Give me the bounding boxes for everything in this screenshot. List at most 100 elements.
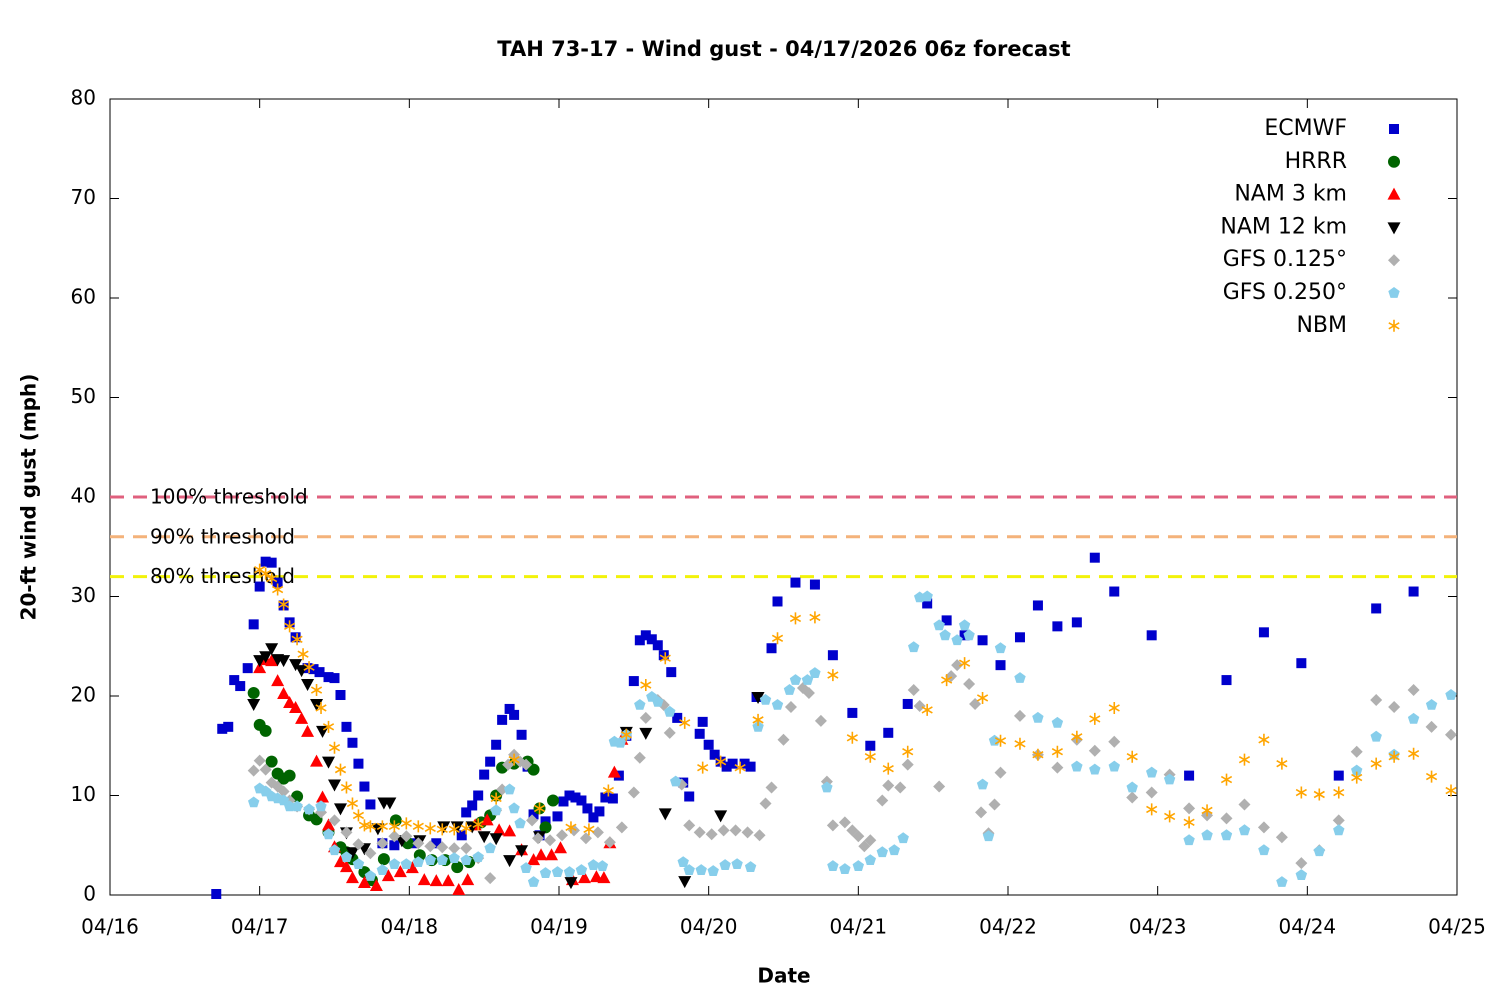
data-point (705, 828, 718, 841)
data-point (533, 802, 546, 815)
data-point (771, 632, 784, 645)
data-point (801, 674, 814, 685)
data-point (1371, 603, 1382, 614)
data-point (553, 841, 567, 854)
data-point (353, 758, 364, 769)
data-point (1108, 760, 1120, 772)
data-point (508, 753, 520, 766)
data-point (555, 829, 568, 842)
data-point (684, 791, 695, 802)
data-point (582, 803, 593, 814)
data-point (515, 845, 529, 858)
data-point (248, 796, 260, 808)
data-point (714, 810, 728, 823)
data-point (753, 829, 766, 842)
data-point (322, 818, 336, 831)
data-point (865, 740, 876, 751)
data-point (265, 643, 279, 656)
data-point (480, 813, 494, 826)
data-point (1014, 632, 1025, 643)
data-point (827, 650, 838, 661)
data-point (316, 790, 330, 803)
data-point (340, 851, 353, 862)
data-point (729, 824, 742, 837)
data-point (977, 635, 988, 646)
data-point (693, 826, 706, 839)
data-point (1071, 760, 1083, 772)
data-point (334, 763, 347, 776)
data-point (532, 832, 545, 845)
data-point (639, 711, 652, 724)
data-point (941, 674, 953, 687)
data-point (329, 673, 340, 684)
data-point (821, 781, 833, 793)
data-point (922, 598, 933, 609)
data-point (1425, 720, 1438, 733)
data-point (465, 821, 479, 834)
data-point (897, 832, 909, 844)
data-point (1164, 810, 1176, 823)
data-point (1370, 730, 1382, 742)
data-point (1333, 786, 1345, 799)
data-point (229, 675, 240, 686)
x-tick-label: 04/24 (1279, 915, 1337, 939)
data-point (683, 864, 695, 875)
data-point (570, 792, 581, 803)
data-point (620, 728, 632, 741)
data-point (602, 784, 614, 797)
data-point (752, 720, 764, 732)
data-point (460, 842, 473, 855)
x-tick-label: 04/20 (680, 915, 738, 939)
data-point (1295, 857, 1308, 870)
data-point (1276, 876, 1288, 887)
data-point (322, 720, 335, 733)
legend-label: NAM 3 km (1234, 182, 1347, 207)
data-point (603, 836, 616, 849)
data-point (772, 596, 783, 607)
data-point (303, 803, 315, 815)
data-point (259, 651, 273, 664)
data-point (982, 830, 995, 842)
data-point (814, 714, 827, 727)
data-point (1296, 658, 1307, 669)
legend-marker (1389, 124, 1399, 134)
data-point (1220, 773, 1233, 786)
legend-label: HRRR (1285, 149, 1347, 174)
data-point (839, 863, 851, 874)
data-point (328, 741, 341, 754)
data-point (340, 826, 353, 839)
data-point (894, 781, 907, 794)
data-point (323, 672, 334, 683)
data-point (376, 837, 389, 850)
data-point (490, 804, 502, 816)
data-point (809, 611, 821, 624)
data-point (784, 700, 797, 713)
data-point (412, 856, 424, 867)
data-point (846, 731, 858, 744)
data-point (565, 821, 577, 834)
legend-label: GFS 0.125° (1223, 247, 1347, 272)
data-point (247, 764, 260, 777)
data-point (1445, 784, 1457, 797)
data-point (739, 758, 750, 769)
data-point (527, 853, 541, 866)
data-point (520, 862, 532, 873)
data-point (448, 842, 461, 855)
data-point (646, 634, 657, 645)
data-point (1183, 834, 1195, 846)
data-point (514, 817, 526, 829)
data-point (576, 795, 587, 806)
data-point (640, 679, 652, 692)
data-point (876, 846, 888, 858)
data-point (265, 755, 278, 768)
data-point (235, 681, 246, 692)
data-point (734, 761, 746, 774)
data-point (697, 716, 708, 727)
data-point (508, 802, 520, 814)
legend-marker (1388, 287, 1400, 298)
data-point (211, 889, 222, 900)
data-point (715, 755, 727, 768)
data-point (683, 819, 696, 832)
data-point (1388, 700, 1401, 713)
data-point (1445, 728, 1458, 741)
